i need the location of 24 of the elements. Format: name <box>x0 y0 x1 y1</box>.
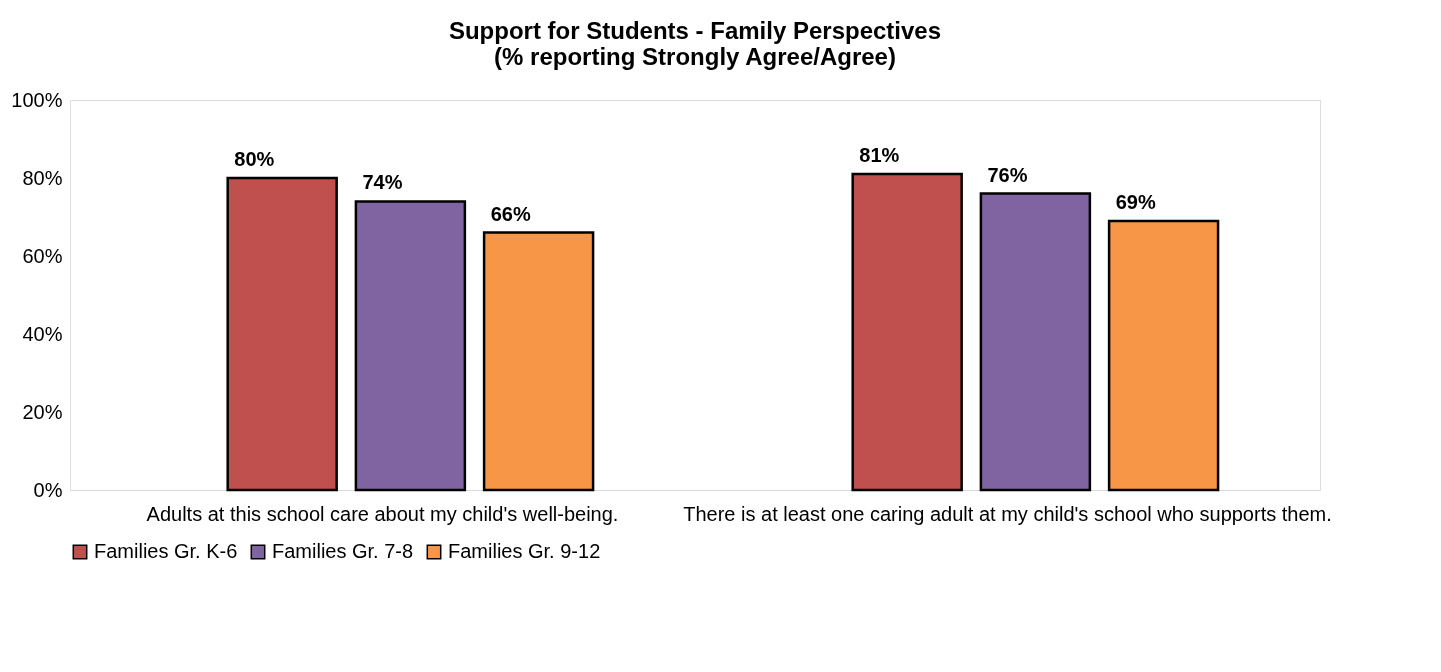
legend-label: Families Gr. 9-12 <box>448 540 601 562</box>
bar <box>851 172 963 492</box>
x-tick-label: Adults at this school care about my child's well-being. <box>146 502 619 525</box>
bar <box>979 192 1092 492</box>
legend-label: Families Gr. K-6 <box>94 540 238 562</box>
bar <box>354 200 467 492</box>
y-tick-label: 0% <box>33 478 63 501</box>
chart-title: Support for Students - Family Perspectives (% reporting Strongly Agree/Agree) <box>448 17 942 70</box>
data-label: 74% <box>362 171 403 194</box>
y-tick-label: 20% <box>22 400 63 423</box>
data-label: 69% <box>1115 190 1156 213</box>
legend-label: Families Gr. 7-8 <box>272 540 414 562</box>
y-tick-label: 40% <box>22 322 63 345</box>
y-tick-label: 60% <box>22 244 63 267</box>
y-tick-label: 80% <box>22 166 63 189</box>
bar <box>1107 219 1220 492</box>
data-label: 66% <box>490 202 531 225</box>
bar <box>226 176 338 492</box>
data-label: 76% <box>987 163 1028 186</box>
y-tick-label: 100% <box>11 88 63 111</box>
data-label: 81% <box>859 144 900 167</box>
data-label: 80% <box>234 148 275 170</box>
x-tick-label: There is at least one caring adult at my child's school who supports them. <box>683 502 1332 525</box>
bar <box>482 231 595 492</box>
